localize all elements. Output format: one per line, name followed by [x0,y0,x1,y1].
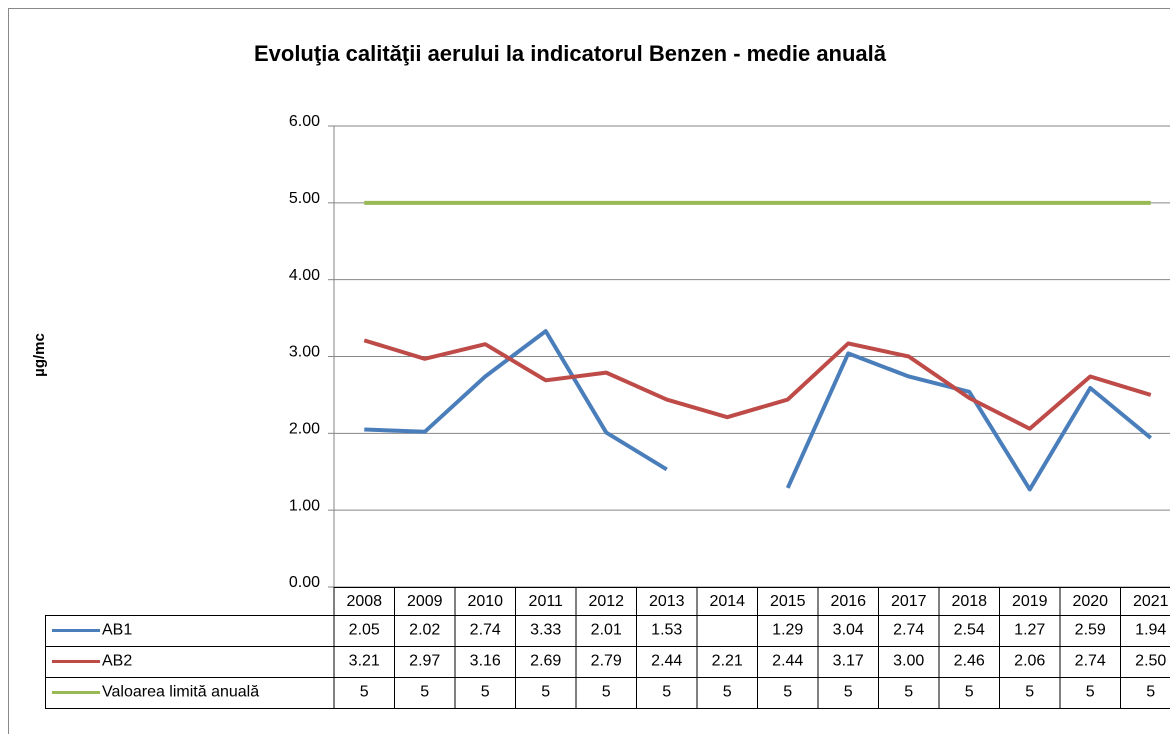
table-value: 2.59 [1075,622,1106,639]
table-value: 3.16 [470,653,501,670]
table-value: 3.17 [833,653,864,670]
x-tick-label: 2009 [407,593,443,610]
y-tick-label: 6.00 [289,113,320,130]
x-tick-label: 2020 [1072,593,1108,610]
table-value: 5 [1146,684,1155,701]
x-tick-label: 2012 [588,593,624,610]
table-value: 5 [723,684,732,701]
table-value: 2.44 [651,653,682,670]
table-value: 1.29 [772,622,803,639]
table-value: 2.74 [893,622,924,639]
table-value: 5 [360,684,369,701]
y-tick-label: 5.00 [289,190,320,207]
legend-label: AB2 [102,653,132,670]
x-tick-label: 2016 [830,593,866,610]
legend-label: Valoarea limită anuală [102,684,259,701]
table-value: 5 [481,684,490,701]
y-tick-label: 1.00 [289,497,320,514]
table-value: 2.21 [712,653,743,670]
table-value: 2.05 [349,622,380,639]
series-line [785,351,1153,492]
legend-label: AB1 [102,622,132,639]
table-value: 3.33 [530,622,561,639]
x-tick-label: 2015 [770,593,806,610]
table-value: 2.79 [591,653,622,670]
x-tick-label: 2008 [346,593,382,610]
table-value: 2.06 [1014,653,1045,670]
table-value: 5 [420,684,429,701]
chart-title: Evoluţia calităţii aerului la indicatoru… [254,41,887,66]
y-tick-label: 3.00 [289,344,320,361]
table-value: 5 [783,684,792,701]
table-value: 2.46 [954,653,985,670]
x-tick-label: 2019 [1012,593,1048,610]
x-tick-label: 2011 [529,593,564,610]
table-value: 3.21 [349,653,380,670]
table-value: 2.69 [530,653,561,670]
series-line [364,329,668,472]
table-value: 1.94 [1135,622,1166,639]
y-tick-label: 4.00 [289,267,320,284]
table-value: 1.27 [1014,622,1045,639]
table-value: 2.74 [470,622,501,639]
x-tick-label: 2013 [649,593,685,610]
chart-frame [8,8,1170,734]
table-value: 2.54 [954,622,985,639]
table-value: 2.01 [591,622,622,639]
table-value: 2.74 [1075,653,1106,670]
table-value: 5 [844,684,853,701]
table-value: 5 [662,684,671,701]
y-tick-label: 0.00 [289,574,320,591]
table-value: 3.00 [893,653,924,670]
y-tick-label: 2.00 [289,421,320,438]
table-value: 1.53 [651,622,682,639]
table-value: 2.44 [772,653,803,670]
x-tick-label: 2010 [467,593,503,610]
table-value: 5 [541,684,550,701]
table-value: 5 [602,684,611,701]
table-value: 3.04 [833,622,864,639]
table-value: 5 [1086,684,1095,701]
x-tick-label: 2014 [709,593,745,610]
table-value: 5 [1025,684,1034,701]
x-tick-label: 2017 [891,593,927,610]
series-line [363,338,1152,431]
table-value: 5 [904,684,913,701]
table-value: 2.50 [1135,653,1166,670]
y-axis-label: µg/mc [31,333,48,377]
x-tick-label: 2018 [951,593,987,610]
table-value: 2.97 [409,653,440,670]
table-value: 2.02 [409,622,440,639]
x-tick-label: 2021 [1133,593,1169,610]
table-value: 5 [965,684,974,701]
